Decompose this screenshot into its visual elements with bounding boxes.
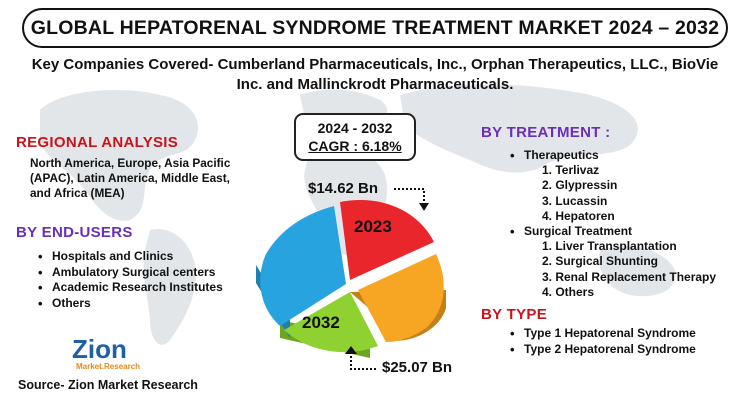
cagr-box: 2024 - 2032 CAGR : 6.18%: [294, 113, 416, 161]
end-users-list: Hospitals and Clinics Ambulatory Surgica…: [36, 249, 223, 311]
pie-label-2032: 2032: [302, 313, 340, 332]
pie-slice-orange: [358, 254, 444, 342]
list-item: 3. Renal Replacement Therapy: [542, 269, 717, 284]
end-users-heading: BY END-USERS: [16, 224, 133, 241]
pie-label-2023: 2023: [354, 217, 392, 236]
list-item: Hospitals and Clinics: [36, 249, 223, 265]
arrow-2023-icon: [394, 188, 425, 205]
pie-graphic: 2023 2032: [256, 199, 446, 358]
list-item: Academic Research Institutes: [36, 280, 223, 296]
treatment-group-surgical: Surgical Treatment: [508, 224, 716, 239]
type-heading: BY TYPE: [481, 306, 548, 323]
treatment-list: Therapeutics 1. Terlivaz 2. Glypressin 3…: [508, 148, 716, 300]
regional-text: North America, Europe, Asia Pacific (APA…: [30, 156, 231, 200]
type-list: Type 1 Hepatorenal Syndrome Type 2 Hepat…: [508, 326, 696, 357]
list-item: Type 2 Hepatorenal Syndrome: [508, 342, 696, 358]
page-title: GLOBAL HEPATORENAL SYNDROME TREATMENT MA…: [22, 8, 728, 48]
treatment-group-therapeutics: Therapeutics: [508, 148, 716, 163]
logo-sub: Market.Research: [76, 362, 140, 371]
list-item: 1. Terlivaz: [542, 163, 600, 178]
list-item: 4. Hepatoren: [542, 208, 615, 223]
list-item: 3. Lucassin: [542, 193, 608, 208]
key-companies-text: Key Companies Covered- Cumberland Pharma…: [31, 56, 719, 93]
pie-slice-green: [284, 292, 378, 353]
cagr-period: 2024 - 2032: [317, 120, 393, 136]
list-item: 4. Others: [542, 284, 595, 299]
arrow-2032-icon: [350, 352, 378, 370]
source-text: Source- Zion Market Research: [18, 378, 198, 392]
cagr-value: CAGR : 6.18%: [308, 138, 402, 154]
arrowhead-2032-icon: [345, 346, 357, 354]
list-item: 1. Liver Transplantation: [542, 239, 677, 254]
value-2023: $14.62 Bn: [308, 180, 379, 197]
list-item: Type 1 Hepatorenal Syndrome: [508, 326, 696, 342]
logo-name: Zion: [72, 334, 127, 364]
list-item: Others: [36, 296, 223, 312]
regional-heading: REGIONAL ANALYSIS: [16, 134, 179, 151]
list-item: Ambulatory Surgical centers: [36, 265, 223, 281]
value-2032: $25.07 Bn: [382, 359, 453, 376]
list-item: 2. Glypressin: [542, 178, 618, 193]
zion-logo: Zion Market.Research: [72, 334, 140, 371]
treatment-heading: BY TREATMENT :: [481, 124, 611, 141]
list-item: 2. Surgical Shunting: [542, 254, 659, 269]
arrowhead-2023-icon: [419, 203, 429, 211]
pie-slice-red: [340, 199, 434, 280]
pie-slice-blue: [260, 206, 346, 326]
